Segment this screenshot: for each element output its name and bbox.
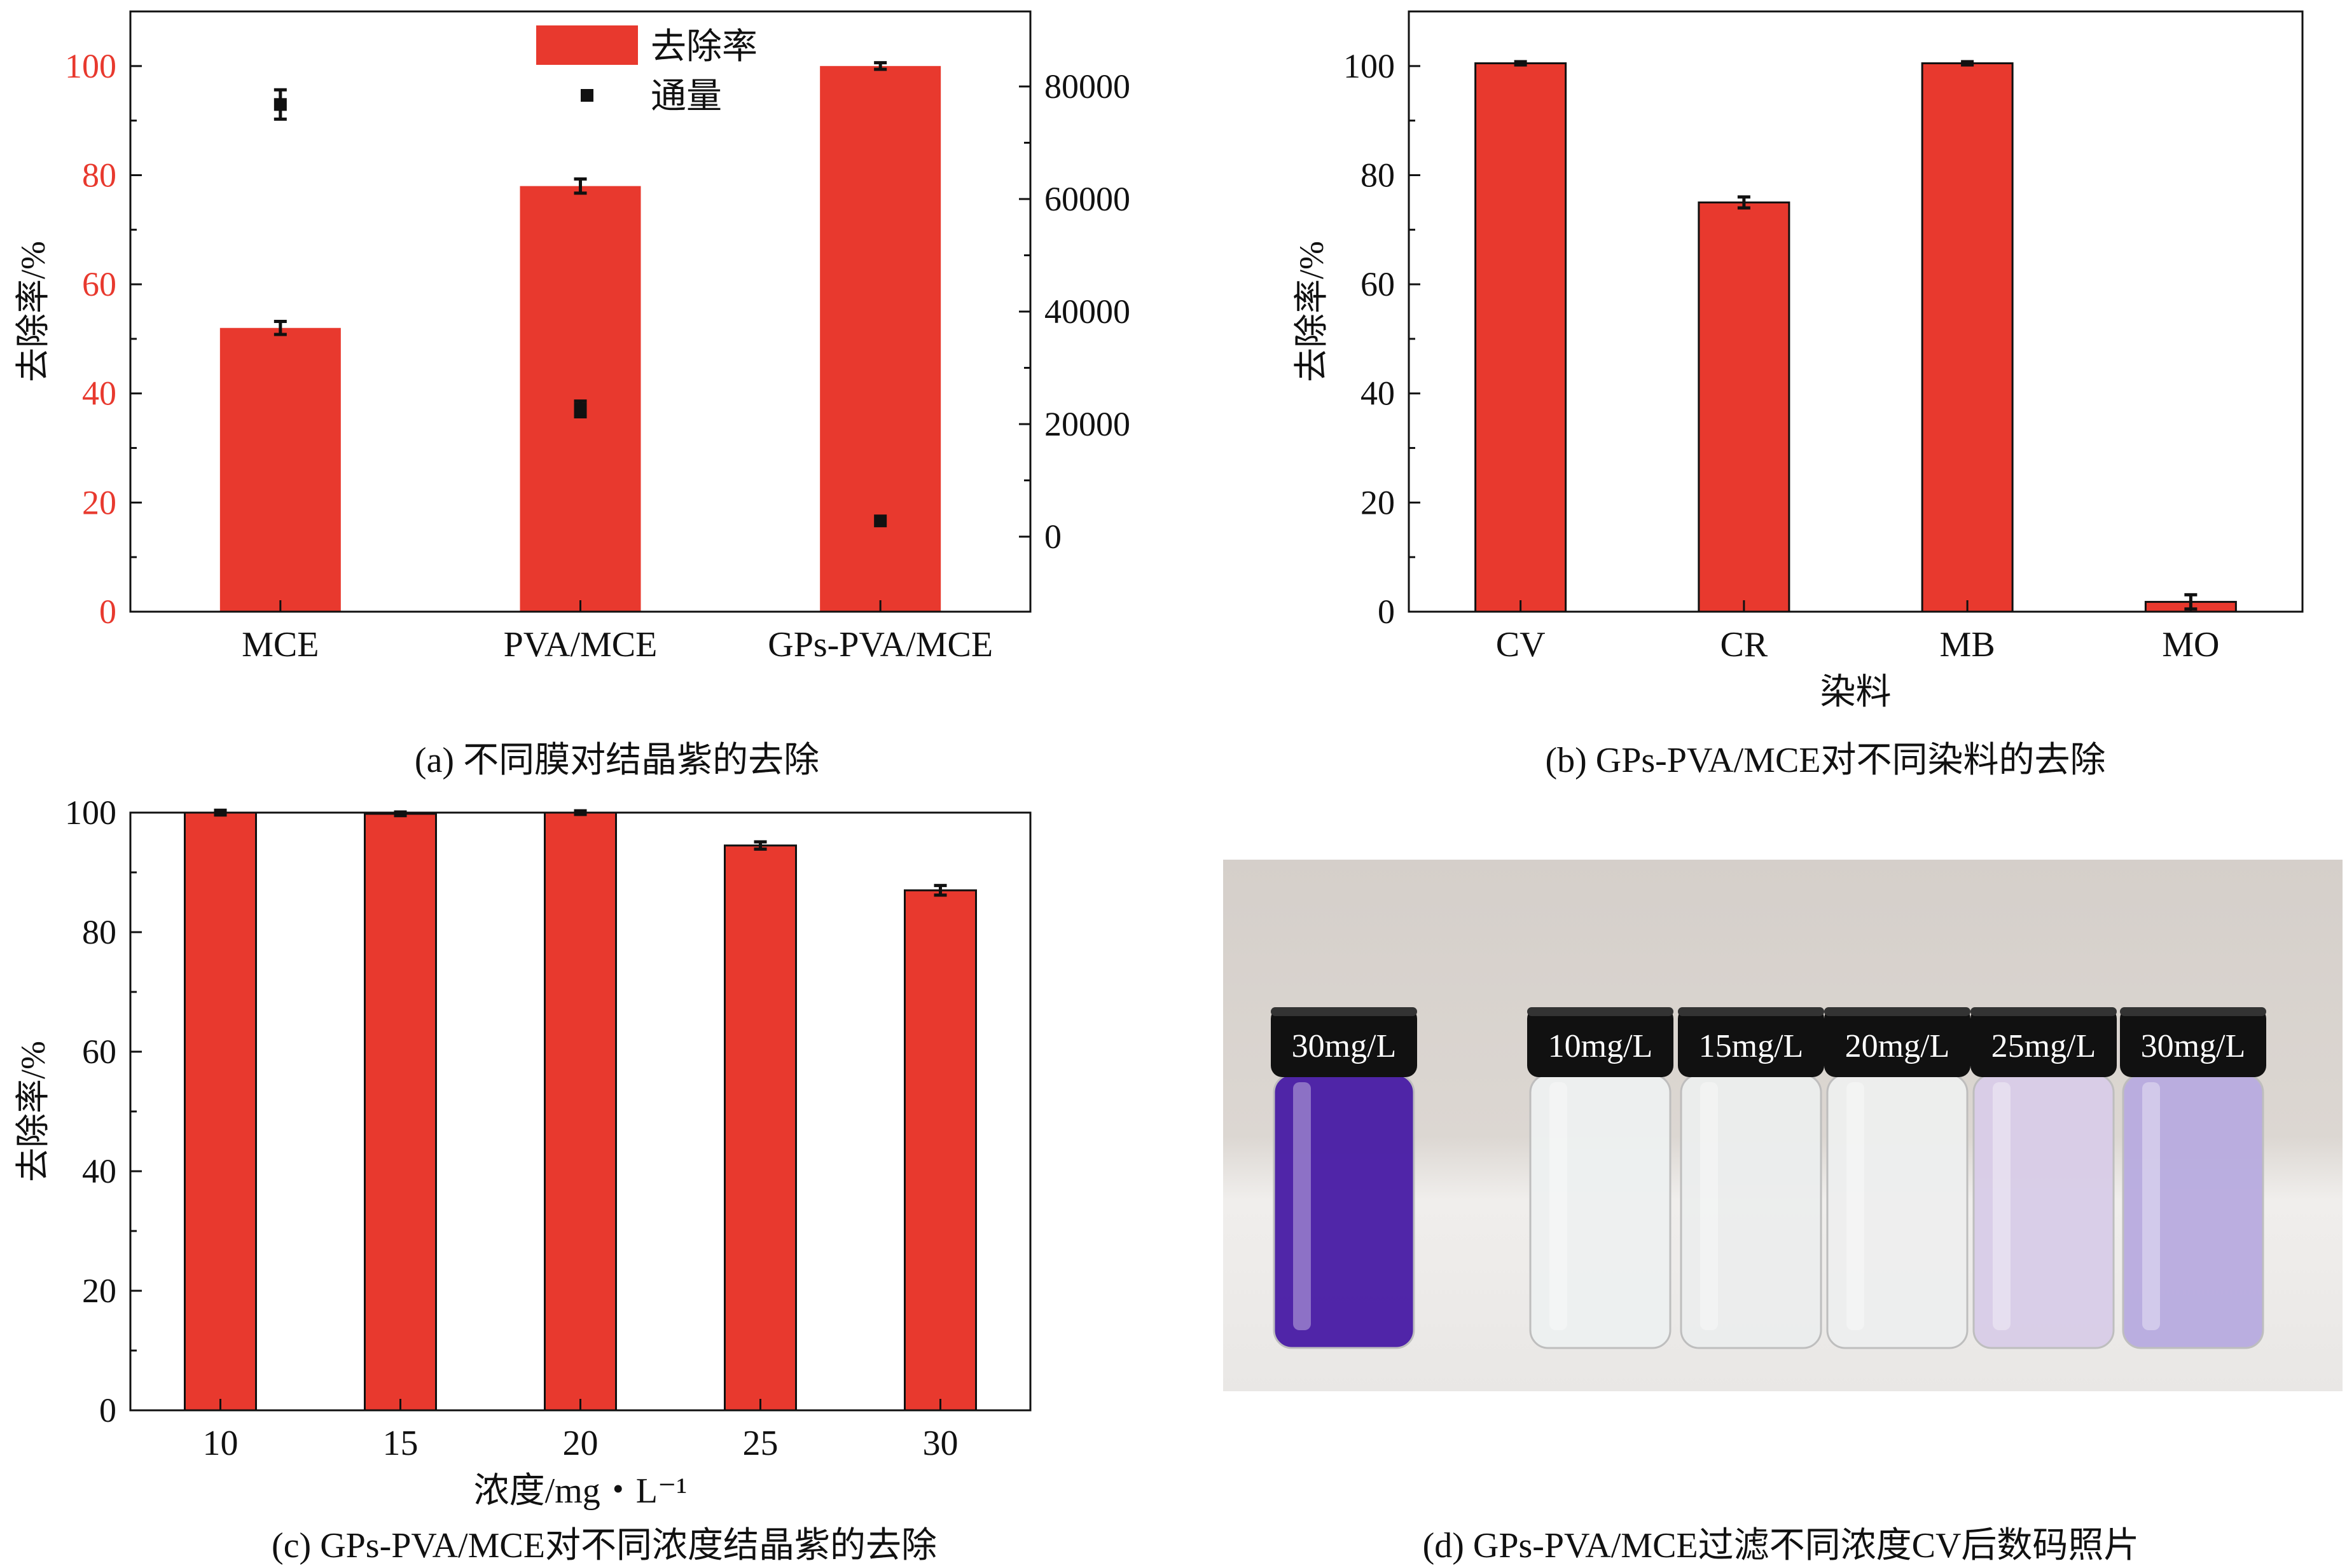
flux-point xyxy=(874,514,887,528)
flux-point xyxy=(273,98,287,111)
y-tick-label: 40 xyxy=(82,375,116,413)
flux-point xyxy=(574,402,587,416)
legend-point-swatch xyxy=(581,89,593,102)
legend-bar-swatch xyxy=(536,25,638,65)
caption-d: (d) GPs-PVA/MCE过滤不同浓度CV后数码照片 xyxy=(1422,1526,2140,1565)
vial-label: 15mg/L xyxy=(1699,1028,1804,1064)
vial-cap-rim xyxy=(2120,1007,2266,1016)
x-tick-label: GPs-PVA/MCE xyxy=(768,625,993,664)
y2-tick-label: 20000 xyxy=(1044,405,1130,443)
bar-mb xyxy=(1921,62,2014,613)
vial-cap-rim xyxy=(1271,1007,1417,1016)
x-tick-label: PVA/MCE xyxy=(504,625,658,664)
vial: 30mg/L xyxy=(2120,1007,2266,1349)
y-tick-label: 40 xyxy=(1360,375,1395,413)
vial-glare xyxy=(1700,1082,1718,1330)
x-tick-label: CV xyxy=(1496,625,1546,664)
vial: 25mg/L xyxy=(1970,1007,2117,1349)
x-axis-label: 浓度/mg・L⁻¹ xyxy=(474,1471,688,1511)
x-tick-label: MO xyxy=(2162,625,2219,664)
y-tick-label: 20 xyxy=(82,483,116,521)
bar-gps-pva-mce xyxy=(820,65,941,612)
vial-label: 30mg/L xyxy=(1292,1028,1397,1064)
vial-label: 10mg/L xyxy=(1548,1028,1653,1064)
vial: 15mg/L xyxy=(1678,1007,1824,1349)
bar-pva-mce xyxy=(520,186,641,612)
y-tick-label: 60 xyxy=(1360,265,1395,303)
x-tick-label: 25 xyxy=(743,1424,779,1463)
vial-cap xyxy=(1824,1007,1970,1077)
vial-label: 25mg/L xyxy=(1991,1028,2096,1064)
y-axis-label: 去除率/% xyxy=(1292,241,1331,382)
y-tick-label: 60 xyxy=(82,265,116,303)
y2-tick-label: 80000 xyxy=(1044,67,1130,106)
legend-label-flux: 通量 xyxy=(651,77,722,116)
y2-tick-label: 40000 xyxy=(1044,292,1130,331)
chart-c: 0 20 40 60 80 100 10 15 20 25 30 去除率/% 浓度/mg・L⁻¹ xyxy=(14,794,1032,1511)
vial-cap xyxy=(1271,1007,1417,1077)
vial-label: 20mg/L xyxy=(1845,1028,1950,1064)
bar-15 xyxy=(364,813,437,1412)
vial-cap xyxy=(1527,1007,1673,1077)
caption-c: (c) GPs-PVA/MCE对不同浓度结晶紫的去除 xyxy=(272,1526,937,1565)
x-tick-label: 15 xyxy=(383,1424,419,1463)
y-tick-label: 80 xyxy=(1360,156,1395,194)
x-tick-label: 30 xyxy=(923,1424,959,1463)
bar-mce xyxy=(219,327,341,612)
vial: 30mg/L xyxy=(1271,1007,1417,1349)
y-axis-label: 去除率/% xyxy=(14,1041,52,1182)
y-axis-label: 去除率/% xyxy=(14,241,52,382)
vial-glare xyxy=(1993,1082,2011,1330)
vial-glare xyxy=(2142,1082,2160,1330)
vial-glare xyxy=(1549,1082,1567,1330)
y-tick-label: 100 xyxy=(1343,47,1395,85)
x-tick-label: CR xyxy=(1720,625,1768,664)
x-tick-label: 20 xyxy=(563,1424,599,1463)
vial-cap-rim xyxy=(1678,1007,1824,1016)
vial-cap-rim xyxy=(1970,1007,2117,1016)
bar-20 xyxy=(544,811,617,1412)
y-tick-label: 80 xyxy=(82,913,116,951)
x-tick-label: MB xyxy=(1940,625,1995,664)
y-tick-label: 60 xyxy=(82,1033,116,1071)
vial: 20mg/L xyxy=(1824,1007,1970,1349)
legend-label-removal: 去除率 xyxy=(651,27,758,67)
y-tick-label: 20 xyxy=(82,1272,116,1310)
bar-30 xyxy=(904,889,977,1412)
bar-10 xyxy=(184,811,257,1412)
chart-a: 0 20 40 60 80 100 MCE PVA/MCE GPs-PVA/MCE 去除率/% 0 2… xyxy=(14,10,1130,664)
y-tick-label: 40 xyxy=(82,1152,116,1190)
bar-cv xyxy=(1474,62,1567,613)
vial-cap xyxy=(2120,1007,2266,1077)
vial-glare xyxy=(1846,1082,1864,1330)
y-tick-label: 0 xyxy=(99,593,116,631)
y-tick-label: 0 xyxy=(99,1391,116,1429)
vial-cap-rim xyxy=(1824,1007,1970,1016)
bar-25 xyxy=(724,844,797,1412)
vials-photo: 30mg/L 10mg/L 15mg/L 20mg/L 25mg/L 30mg/L xyxy=(1223,860,2343,1391)
caption-b: (b) GPs-PVA/MCE对不同染料的去除 xyxy=(1545,741,2106,780)
vial-cap xyxy=(1970,1007,2117,1077)
vial-cap xyxy=(1678,1007,1824,1077)
x-tick-label: MCE xyxy=(242,625,319,664)
y-tick-label: 100 xyxy=(65,47,116,85)
vial-glare xyxy=(1293,1082,1311,1330)
y2-tick-label: 0 xyxy=(1044,518,1062,556)
chart-b: 0 20 40 60 80 100 CV CR MB MO 去除率/% 染料 xyxy=(1292,10,2304,712)
vial: 10mg/L xyxy=(1527,1007,1673,1349)
y-tick-label: 0 xyxy=(1378,593,1395,631)
y-tick-label: 80 xyxy=(82,156,116,194)
y-tick-label: 100 xyxy=(65,794,116,832)
bar-cr xyxy=(1698,201,1790,613)
caption-a: (a) 不同膜对结晶紫的去除 xyxy=(414,741,820,780)
y-tick-label: 20 xyxy=(1360,483,1395,521)
plot-frame xyxy=(1408,10,2304,613)
vial-label: 30mg/L xyxy=(2141,1028,2246,1064)
x-tick-label: 10 xyxy=(203,1424,239,1463)
y2-tick-label: 60000 xyxy=(1044,180,1130,218)
x-axis-label: 染料 xyxy=(1820,673,1892,712)
vial-cap-rim xyxy=(1527,1007,1673,1016)
